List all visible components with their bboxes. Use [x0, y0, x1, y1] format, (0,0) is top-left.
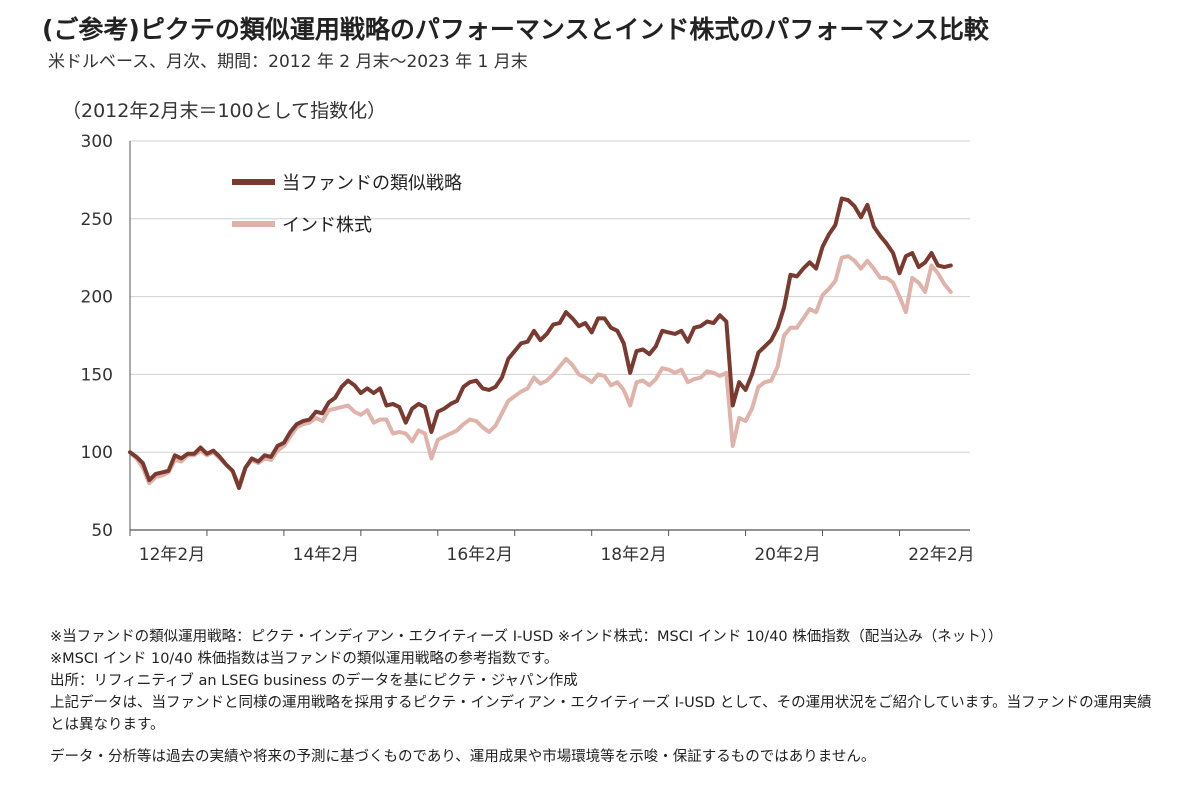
x-tick-label: 12年2月: [139, 545, 205, 565]
x-tick-label: 18年2月: [600, 545, 666, 565]
legend-label: 当ファンドの類似戦略: [282, 173, 462, 194]
page-subtitle: 米ドルベース、月次、期間：2012 年 2 月末～2023 年 1 月末: [48, 52, 528, 72]
disclaimer: データ・分析等は過去の実績や将来の予測に基づくものであり、運用成果や市場環境等を…: [50, 749, 876, 765]
chart-axes: [129, 141, 970, 536]
y-tick-label: 50: [91, 521, 113, 541]
y-tick-label: 150: [81, 365, 113, 385]
footnote-data-explanation: 上記データは、当ファンドと同様の運用戦略を採用するピクテ・インディアン・エクイテ…: [50, 695, 1152, 733]
x-tick-label: 14年2月: [293, 545, 359, 565]
legend-label: インド株式: [282, 215, 372, 236]
footnote-series-definitions: ※当ファンドの類似運用戦略：ピクテ・インディアン・エクイティーズ I-USD ※…: [50, 629, 1003, 645]
y-tick-label: 100: [81, 443, 113, 463]
footnotes: ※当ファンドの類似運用戦略：ピクテ・インディアン・エクイティーズ I-USD ※…: [50, 626, 1160, 768]
x-tick-labels: 12年2月 14年2月 16年2月 18年2月 20年2月 22年2月: [139, 545, 975, 565]
chart-series: [128, 196, 953, 490]
y-tick-label: 250: [81, 210, 113, 230]
series-line-1: [128, 196, 953, 490]
x-tick-label: 22年2月: [908, 545, 974, 565]
chart-grid: [130, 140, 970, 453]
x-tick-label: 20年2月: [754, 545, 820, 565]
chart-unit-note: （2012年2月末＝100として指数化）: [62, 100, 387, 122]
footnote-benchmark: ※MSCI インド 10/40 株価指数は当ファンドの類似運用戦略の参考指数です…: [50, 651, 559, 667]
y-tick-label: 300: [81, 132, 113, 152]
x-tick-label: 16年2月: [447, 545, 513, 565]
page-title: (ご参考)ピクテの類似運用戦略のパフォーマンスとインド株式のパフォーマンス比較: [42, 15, 989, 44]
footnote-source: 出所：リフィニティブ an LSEG business のデータを基にピクテ・ジ…: [50, 673, 578, 689]
y-tick-label: 200: [81, 288, 113, 308]
line-chart: 50 100 150 200 250 300 12年2月 14年2月 16年2月 18年2月 20…: [81, 132, 975, 565]
series-line-2: [128, 254, 953, 487]
y-tick-labels: 50 100 150 200 250 300: [81, 132, 113, 541]
